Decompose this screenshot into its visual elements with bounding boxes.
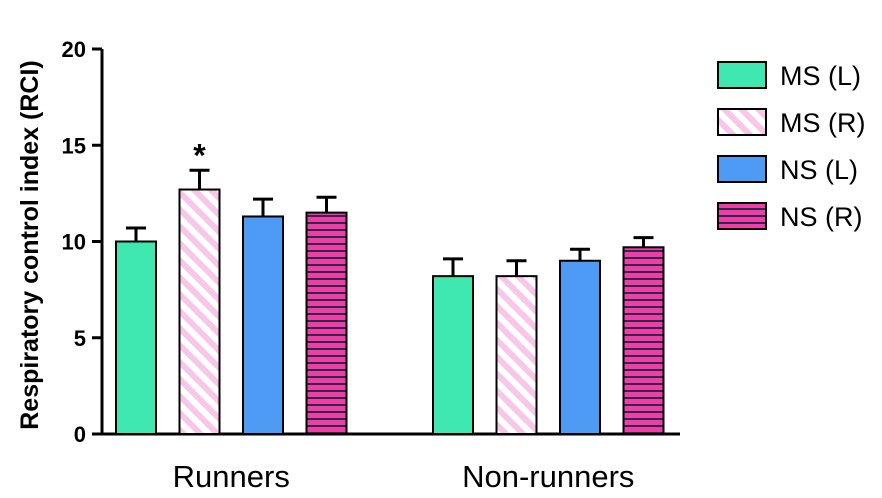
y-tick-label: 10	[62, 230, 86, 255]
legend: MS (L) MS (R) NS (L) NS (R)	[717, 61, 865, 232]
y-tick-label: 0	[74, 422, 86, 447]
bar	[622, 246, 665, 435]
bar	[495, 275, 538, 435]
legend-label: MS (R)	[780, 108, 865, 138]
legend-label: MS (L)	[780, 61, 861, 91]
error-bars	[126, 168, 654, 277]
significance-marker: *	[193, 137, 206, 173]
y-tick-label: 15	[62, 133, 86, 158]
legend-label: NS (L)	[780, 155, 858, 185]
y-tick-label: 20	[62, 37, 86, 62]
legend-swatch	[717, 61, 767, 89]
y-axis-title: Respiratory control index (RCI)	[16, 60, 44, 430]
bar	[242, 215, 284, 435]
x-axis: Runners Non-runners	[100, 432, 680, 494]
bar	[178, 188, 221, 435]
bar	[115, 240, 157, 435]
legend-swatch	[717, 108, 767, 136]
x-category-label: Runners	[173, 459, 290, 494]
bar	[559, 259, 601, 435]
y-axis: 0 5 10 15 20	[62, 37, 104, 447]
legend-label: NS (R)	[780, 202, 863, 232]
bars	[115, 188, 665, 435]
legend-swatch	[717, 155, 767, 183]
x-category-label: Non-runners	[462, 459, 634, 494]
y-tick-label: 5	[74, 326, 86, 351]
legend-swatch	[717, 202, 767, 230]
bar	[305, 211, 348, 435]
bar	[432, 275, 474, 435]
annotations: *	[193, 137, 206, 173]
